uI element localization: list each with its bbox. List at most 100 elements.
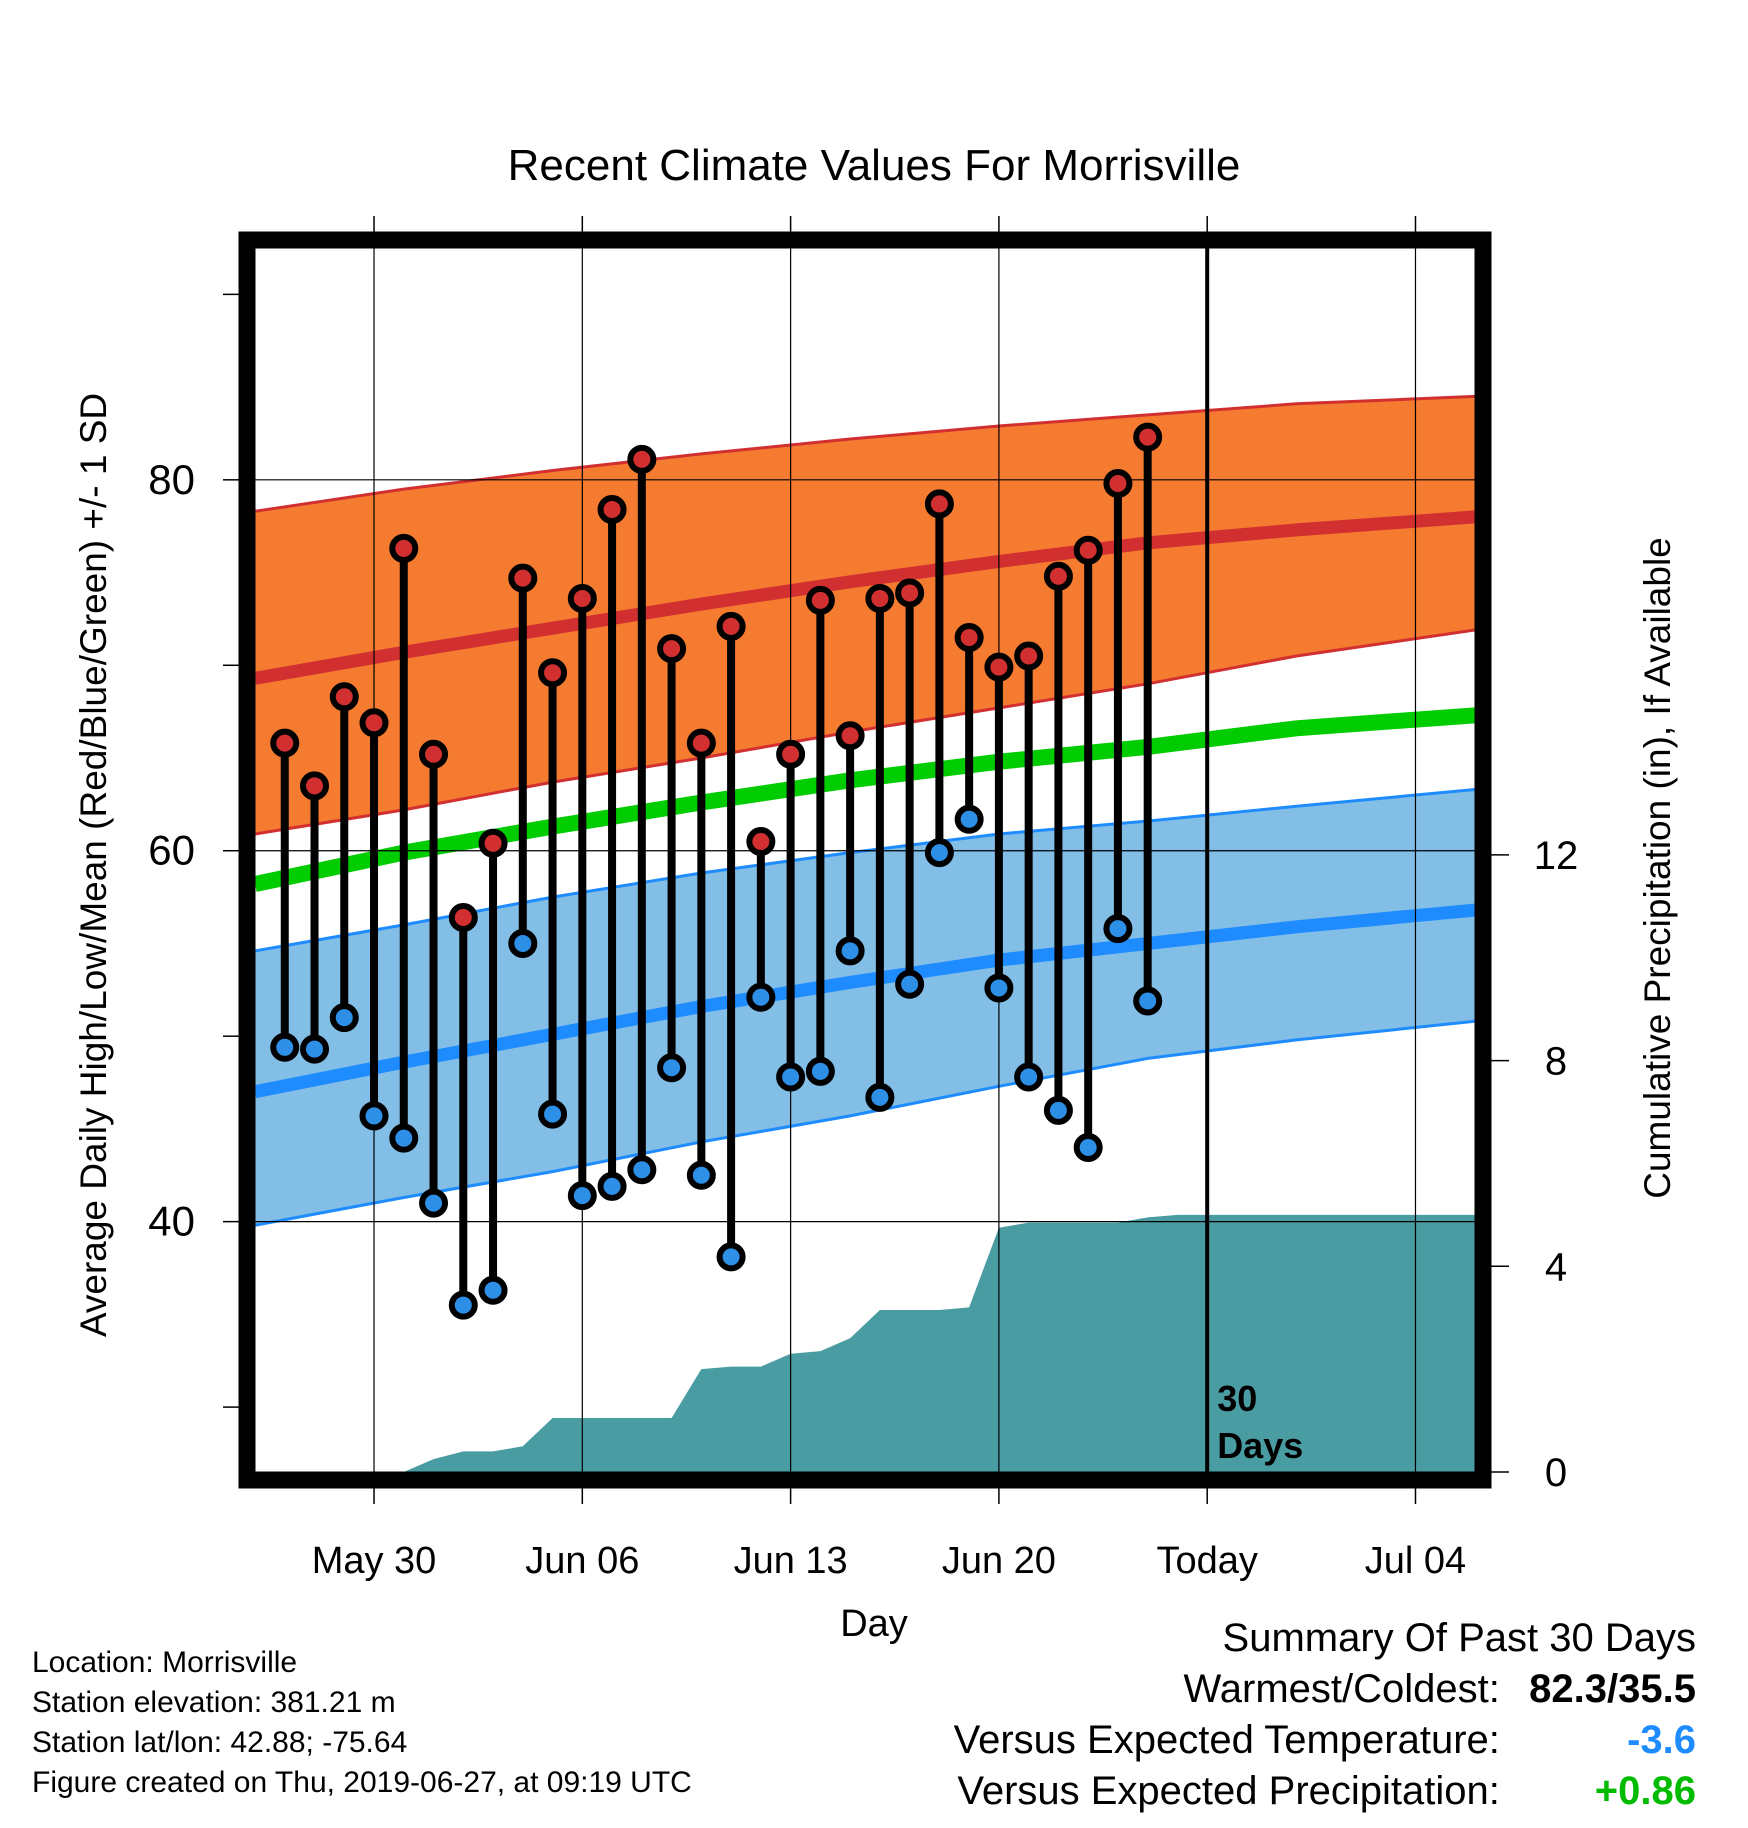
obs-high-point xyxy=(716,611,746,641)
obs-high-point xyxy=(835,721,865,751)
obs-high-point xyxy=(984,652,1014,682)
obs-high-point xyxy=(924,489,954,519)
summary-panel: Summary Of Past 30 Days Warmest/Coldest:… xyxy=(954,1613,1696,1817)
elevation-text: Station elevation: 381.21 m xyxy=(32,1686,396,1719)
obs-high-point xyxy=(597,494,627,524)
obs-low-point xyxy=(478,1275,508,1305)
latlon-text: Station lat/lon: 42.88; -75.64 xyxy=(32,1726,408,1759)
obs-low-point xyxy=(1073,1132,1103,1162)
obs-low-point xyxy=(329,1003,359,1033)
precip-label: Versus Expected Precipitation: xyxy=(957,1769,1500,1813)
obs-high-point xyxy=(1014,641,1044,671)
obs-high-point xyxy=(776,739,806,769)
summary-temp-row: Versus Expected Temperature: -3.6 xyxy=(954,1715,1696,1766)
precip-area xyxy=(255,1214,1475,1472)
obs-high-point xyxy=(1043,561,1073,591)
obs-high-point xyxy=(1133,422,1163,452)
obs-high-point xyxy=(389,533,419,563)
obs-low-point xyxy=(1103,914,1133,944)
obs-low-point xyxy=(984,973,1014,1003)
summary-heading: Summary Of Past 30 Days xyxy=(1222,1616,1696,1660)
obs-high-point xyxy=(865,584,895,614)
obs-low-point xyxy=(924,838,954,868)
obs-high-point xyxy=(686,728,716,758)
station-info: Location: Morrisville Station elevation:… xyxy=(32,1643,692,1803)
y-right-tick-label: 12 xyxy=(1534,834,1579,878)
obs-high-point xyxy=(627,444,657,474)
obs-low-point xyxy=(1014,1062,1044,1092)
obs-high-point xyxy=(805,585,835,615)
high-sd-band xyxy=(255,396,1475,834)
chart-title: Recent Climate Values For Morrisville xyxy=(508,141,1241,190)
obs-low-point xyxy=(300,1034,330,1064)
obs-high-point xyxy=(657,634,687,664)
normal-high-line xyxy=(255,510,1475,685)
x-tick-label: Jun 13 xyxy=(734,1540,848,1582)
plot-frame xyxy=(238,231,1492,1489)
obs-high-point xyxy=(746,826,776,856)
obs-high-point xyxy=(508,563,538,593)
temp-value: -3.6 xyxy=(1627,1718,1696,1762)
warmest-value: 82.3/35.5 xyxy=(1529,1667,1696,1711)
obs-high-point xyxy=(478,828,508,858)
obs-low-point xyxy=(954,804,984,834)
obs-low-point xyxy=(776,1062,806,1092)
obs-low-point xyxy=(359,1101,389,1131)
today-days-label: 30 xyxy=(1217,1378,1257,1419)
y-left-tick-label: 40 xyxy=(148,1198,195,1245)
obs-low-point xyxy=(865,1082,895,1112)
obs-high-point xyxy=(419,739,449,769)
obs-low-point xyxy=(448,1290,478,1320)
x-tick-label: Jun 20 xyxy=(942,1540,1056,1582)
y-axis-left-label: Average Daily High/Low/Mean (Red/Blue/Gr… xyxy=(73,393,114,1337)
obs-high-point xyxy=(1073,535,1103,565)
obs-low-point xyxy=(657,1053,687,1083)
low-sd-lower-line xyxy=(255,1019,1475,1227)
obs-high-point xyxy=(329,682,359,712)
obs-low-point xyxy=(419,1188,449,1218)
obs-high-point xyxy=(538,658,568,688)
x-tick-label: May 30 xyxy=(312,1540,437,1582)
low-sd-band xyxy=(255,789,1475,1226)
obs-high-point xyxy=(895,578,925,608)
y-left-tick-label: 60 xyxy=(148,827,195,874)
warmest-label: Warmest/Coldest: xyxy=(1183,1667,1500,1711)
obs-low-point xyxy=(597,1171,627,1201)
obs-high-point xyxy=(1103,469,1133,499)
y-axis-right-label: Cumulative Precipitation (in), If Availa… xyxy=(1637,537,1678,1199)
summary-warmest-row: Warmest/Coldest: 82.3/35.5 xyxy=(954,1664,1697,1715)
obs-low-point xyxy=(1043,1095,1073,1125)
normal-low-line xyxy=(255,903,1475,1099)
obs-low-point xyxy=(835,936,865,966)
obs-low-point xyxy=(746,982,776,1012)
x-axis-label: Day xyxy=(840,1603,908,1645)
x-tick-label: Jun 06 xyxy=(525,1540,639,1582)
today-days-label: Days xyxy=(1217,1425,1303,1466)
summary-precip-row: Versus Expected Precipitation: +0.86 xyxy=(954,1766,1696,1817)
obs-low-point xyxy=(686,1160,716,1190)
obs-low-point xyxy=(716,1242,746,1272)
obs-high-point xyxy=(300,771,330,801)
obs-low-point xyxy=(895,969,925,999)
obs-high-point xyxy=(954,622,984,652)
location-text: Location: Morrisville xyxy=(32,1646,298,1679)
precip-value: +0.86 xyxy=(1594,1769,1696,1813)
obs-low-point xyxy=(805,1056,835,1086)
high-sd-upper-line xyxy=(255,394,1475,513)
obs-low-point xyxy=(508,928,538,958)
y-right-tick-label: 8 xyxy=(1545,1040,1567,1084)
temp-label: Versus Expected Temperature: xyxy=(953,1718,1500,1762)
obs-high-point xyxy=(270,728,300,758)
obs-low-point xyxy=(627,1155,657,1185)
obs-high-point xyxy=(359,708,389,738)
plot-area: 30 Days xyxy=(255,248,1475,1472)
obs-high-point xyxy=(567,584,597,614)
y-left-tick-label: 80 xyxy=(148,456,195,503)
x-tick-label: Today xyxy=(1156,1540,1257,1582)
obs-low-point xyxy=(1133,986,1163,1016)
x-tick-label: Jul 04 xyxy=(1365,1540,1466,1582)
created-text: Figure created on Thu, 2019-06-27, at 09… xyxy=(32,1766,692,1799)
obs-low-point xyxy=(270,1032,300,1062)
obs-low-point xyxy=(389,1123,419,1153)
